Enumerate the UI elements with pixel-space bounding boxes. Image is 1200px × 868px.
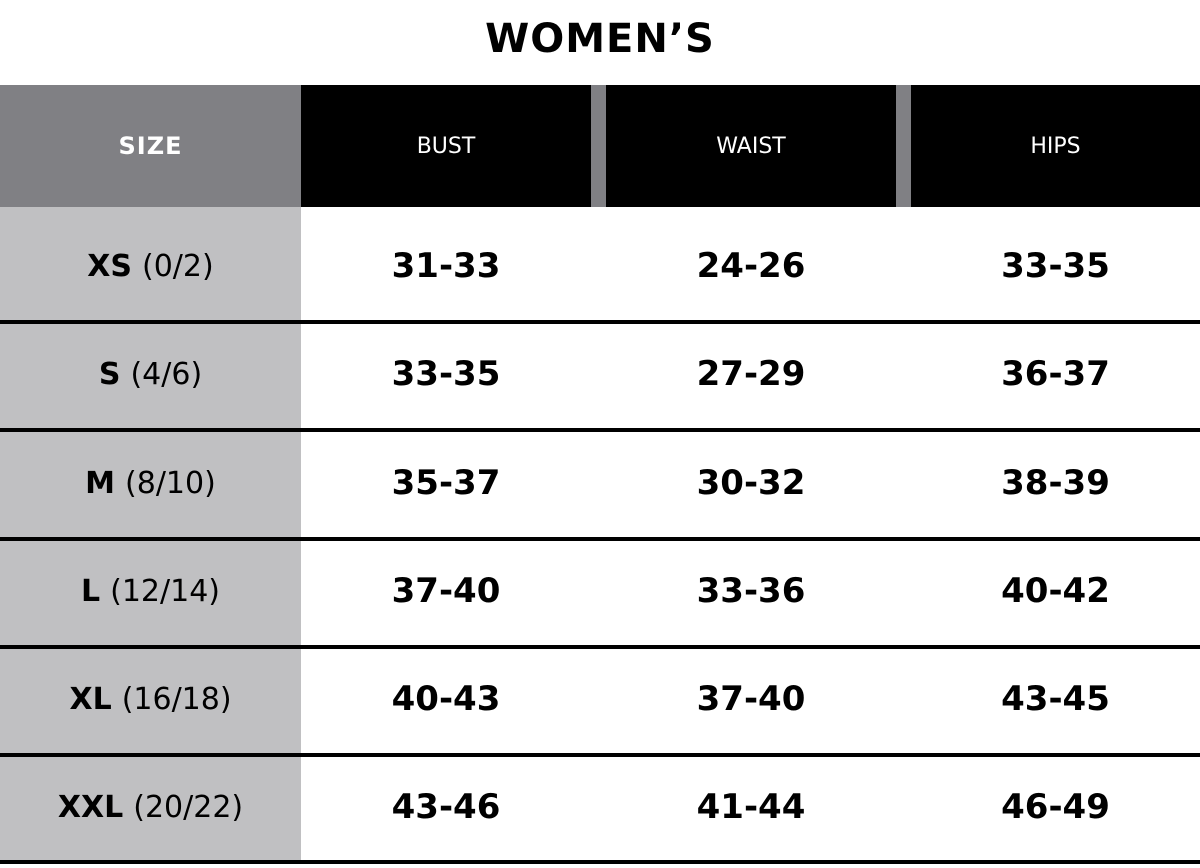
header-bust: BUST (301, 85, 591, 207)
hips-cell: 36-37 (1001, 354, 1110, 394)
bust-cell: 40-43 (391, 679, 501, 719)
row-divider (0, 753, 1200, 757)
bust-cell: 31-33 (391, 246, 501, 286)
chart-title: WOMEN’S (485, 16, 715, 62)
bust-cell: 33-35 (391, 354, 501, 394)
waist-cell: 27-29 (696, 354, 806, 394)
bust-cell: 37-40 (391, 571, 501, 611)
bust-cell: 43-46 (391, 787, 501, 827)
header-size: SIZE (0, 85, 301, 207)
table-row: M (8/10) 35-37 30-32 38-39 (0, 431, 1200, 535)
size-cell: XXL (20/22) (0, 755, 301, 859)
size-cell: S (4/6) (0, 322, 301, 426)
size-cell: M (8/10) (0, 431, 301, 535)
numeric-size: (20/22) (133, 789, 244, 825)
hips-cell: 40-42 (1001, 571, 1110, 611)
size-label: XXL (57, 789, 124, 825)
size-cell: L (12/14) (0, 539, 301, 643)
size-label: XS (87, 248, 133, 284)
bust-cell: 35-37 (391, 463, 501, 503)
size-cell: XL (16/18) (0, 647, 301, 751)
hips-cell: 38-39 (1001, 463, 1110, 503)
waist-cell: 33-36 (696, 571, 806, 611)
numeric-size: (4/6) (130, 356, 203, 392)
size-column-background (0, 207, 301, 862)
numeric-size: (16/18) (121, 681, 232, 717)
header-waist: WAIST (606, 85, 896, 207)
size-label: S (98, 356, 121, 392)
table-row: XXL (20/22) 43-46 41-44 46-49 (0, 755, 1200, 859)
size-label: XL (69, 681, 112, 717)
hips-cell: 43-45 (1001, 679, 1110, 719)
numeric-size: (8/10) (125, 465, 216, 501)
table-row: XS (0/2) 31-33 24-26 33-35 (0, 214, 1200, 318)
row-divider (0, 428, 1200, 432)
table-row: XL (16/18) 40-43 37-40 43-45 (0, 647, 1200, 751)
waist-cell: 30-32 (696, 463, 806, 503)
row-divider (0, 645, 1200, 649)
size-cell: XS (0/2) (0, 214, 301, 318)
hips-cell: 33-35 (1001, 246, 1110, 286)
header-hips: HIPS (911, 85, 1200, 207)
waist-cell: 24-26 (696, 246, 806, 286)
table-row: S (4/6) 33-35 27-29 36-37 (0, 322, 1200, 426)
header-divider (896, 85, 911, 207)
header-divider (591, 85, 606, 207)
table-row: L (12/14) 37-40 33-36 40-42 (0, 539, 1200, 643)
waist-cell: 41-44 (696, 787, 806, 827)
row-divider (0, 537, 1200, 541)
row-divider (0, 320, 1200, 324)
row-divider (0, 860, 1200, 864)
size-label: L (81, 573, 101, 609)
hips-cell: 46-49 (1001, 787, 1110, 827)
numeric-size: (12/14) (110, 573, 220, 609)
numeric-size: (0/2) (142, 248, 214, 284)
waist-cell: 37-40 (696, 679, 806, 719)
size-label: M (85, 465, 116, 501)
